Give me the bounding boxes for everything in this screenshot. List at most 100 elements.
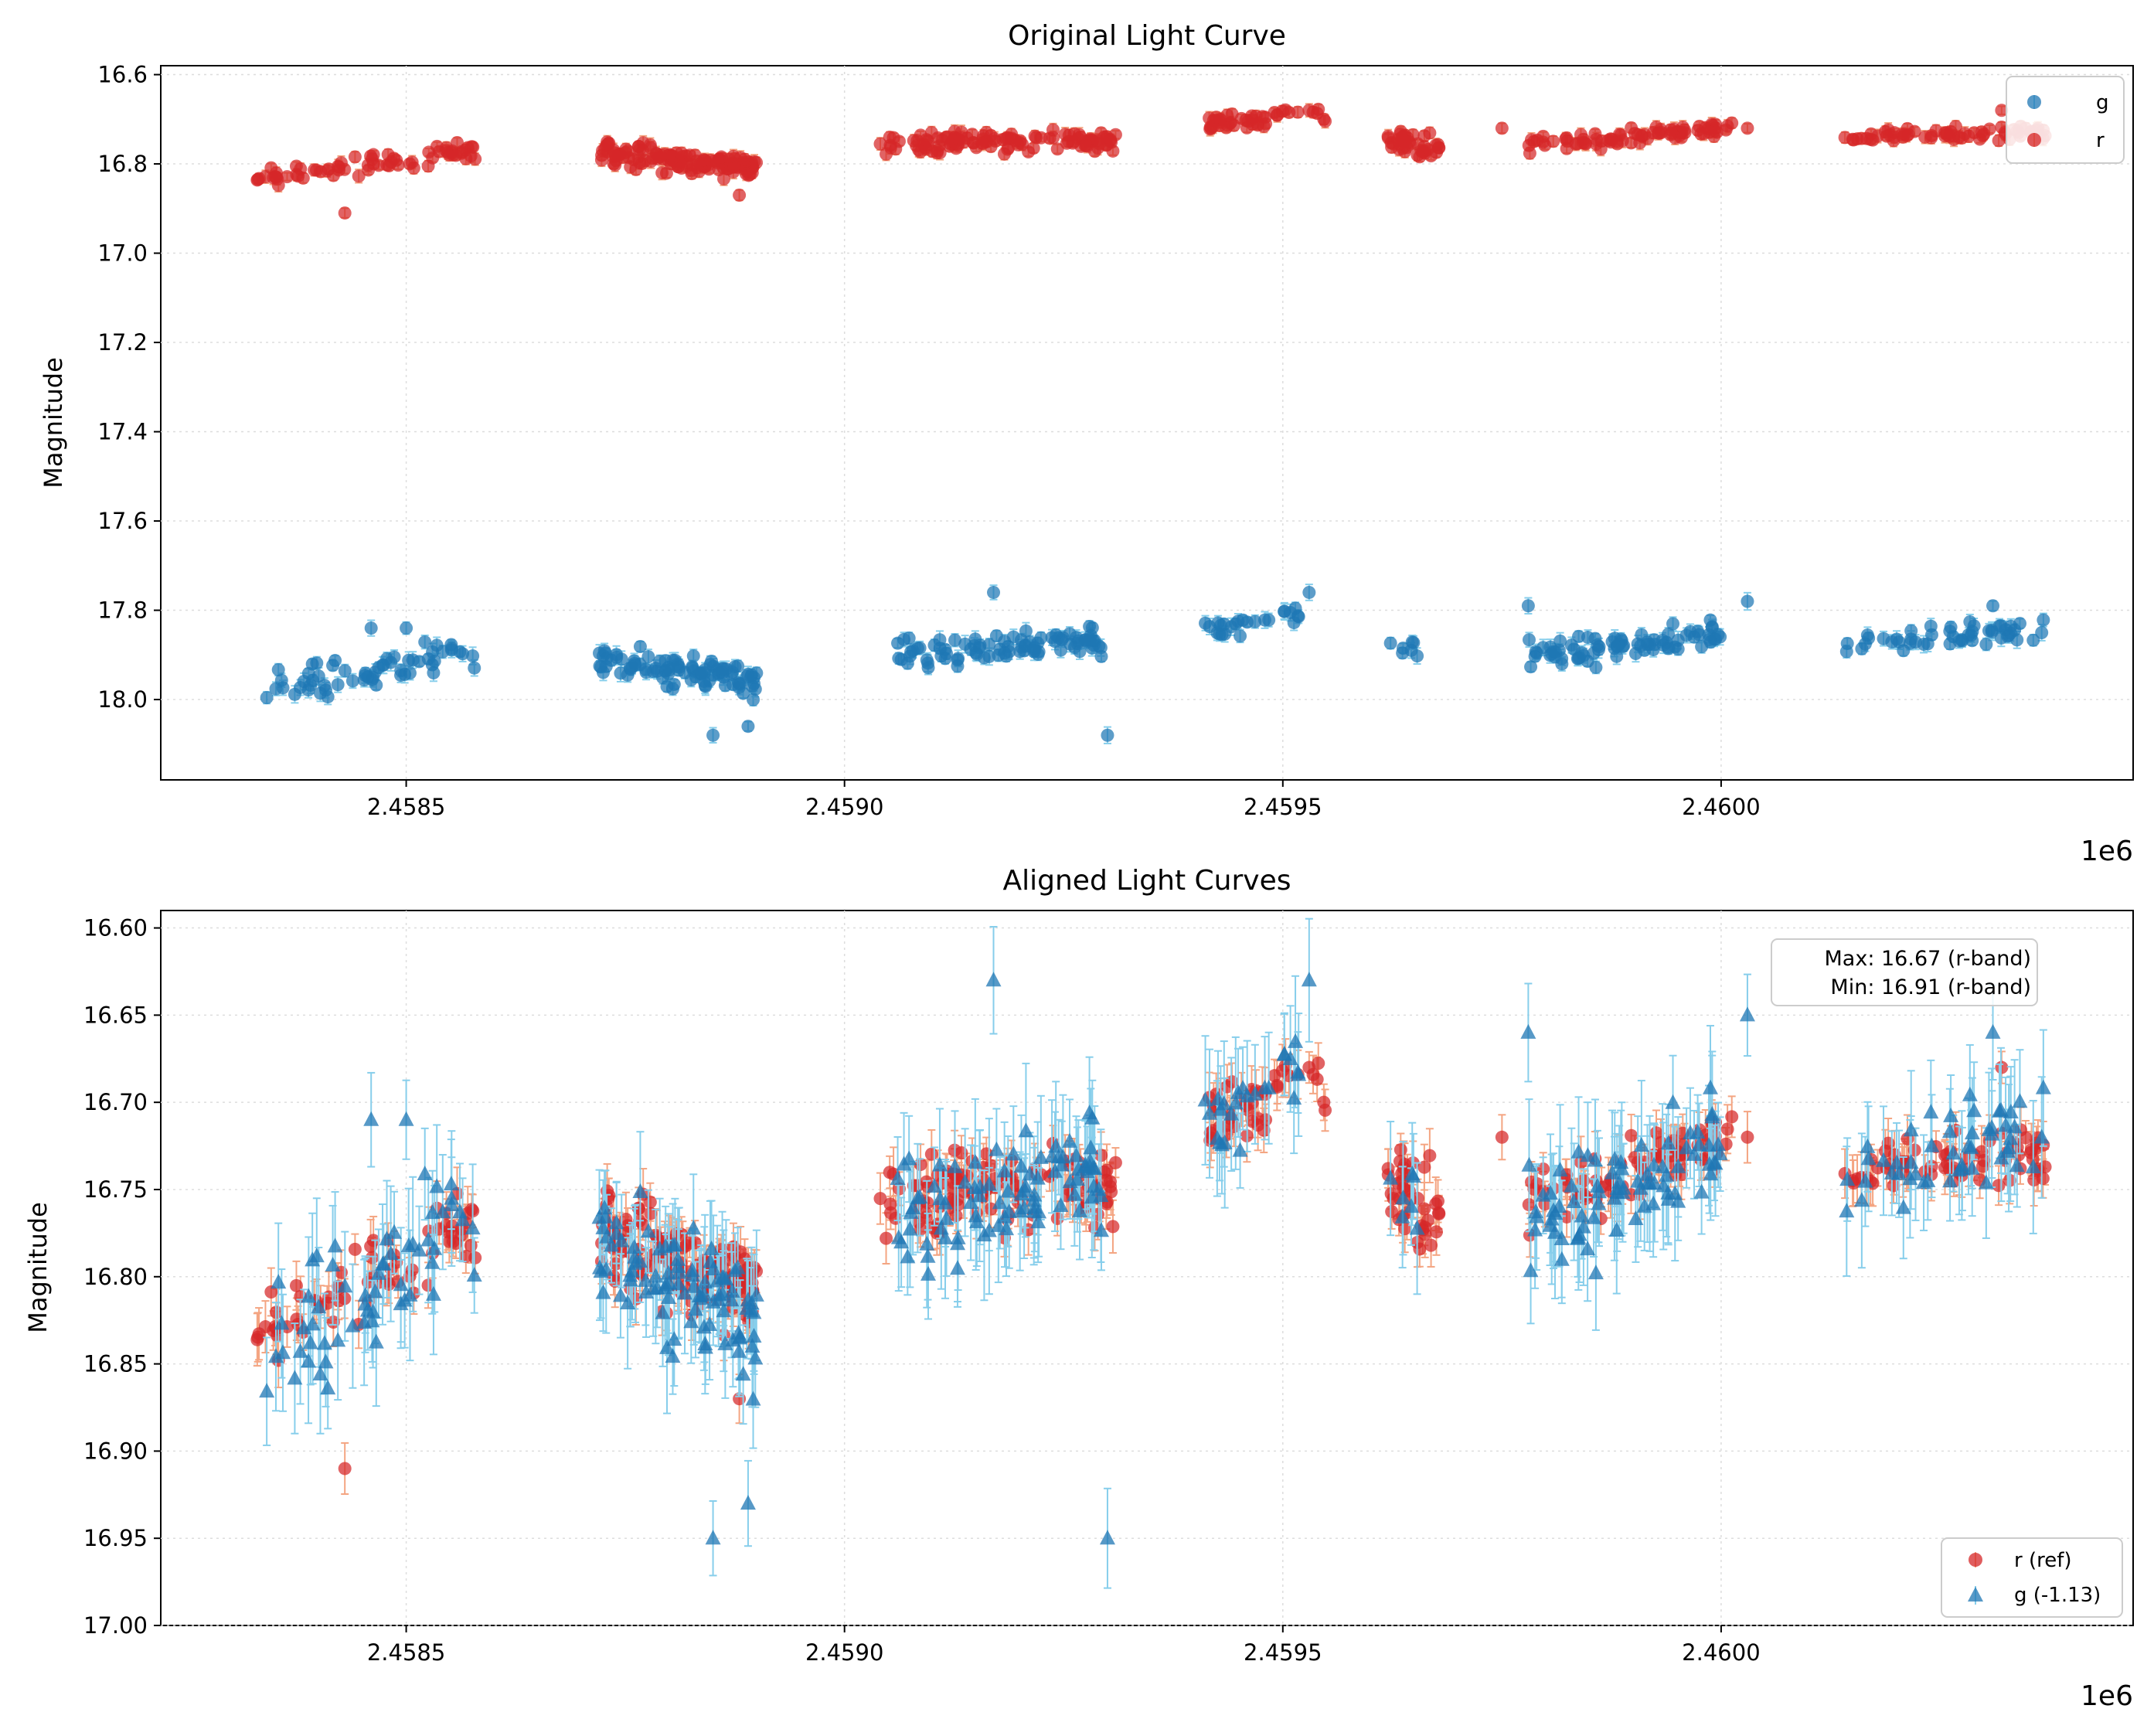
data-point	[1522, 138, 1536, 152]
data-point	[684, 673, 698, 687]
data-point	[716, 662, 730, 676]
data-point	[466, 649, 480, 663]
data-point	[459, 151, 473, 165]
y-tick-label: 16.6	[97, 62, 148, 88]
data-point	[1986, 599, 2000, 613]
data-point	[1050, 142, 1064, 156]
data-point	[1635, 628, 1649, 642]
data-point	[1666, 617, 1680, 631]
data-point	[1028, 644, 1042, 658]
data-point	[735, 157, 749, 171]
legend-r-label: r	[2096, 129, 2105, 152]
data-point	[636, 144, 650, 158]
data-point	[276, 681, 290, 695]
data-point	[920, 138, 934, 152]
data-point	[1725, 116, 1739, 130]
data-point	[306, 673, 320, 687]
x-tick-label: 2.4590	[805, 794, 883, 820]
data-point	[2003, 626, 2017, 640]
data-point	[1078, 138, 1092, 152]
data-point	[364, 621, 378, 635]
data-point	[984, 128, 998, 142]
aligned-light-curves-panel: 2.4585 2.4590 2.4595 2.460016.6016.6516.701…	[23, 865, 2134, 1712]
y-tick-label: 16.8	[97, 151, 148, 177]
data-point	[686, 661, 699, 675]
data-point	[1063, 627, 1077, 641]
data-point	[1687, 630, 1701, 644]
y-tick-label: 17.6	[97, 508, 148, 534]
data-point	[873, 137, 887, 151]
data-point	[1890, 632, 1904, 646]
data-point	[1049, 628, 1063, 642]
data-point	[886, 131, 900, 145]
data-point	[596, 665, 610, 679]
data-point	[1651, 126, 1665, 140]
data-point	[1703, 632, 1717, 646]
errorbars-r	[253, 103, 2050, 219]
data-point	[1067, 134, 1080, 148]
data-point	[1236, 613, 1250, 627]
data-point	[1904, 624, 1918, 638]
data-point	[1410, 649, 1424, 663]
data-point	[1240, 121, 1254, 134]
data-point	[1046, 131, 1060, 145]
data-point	[1741, 121, 1754, 135]
data-point	[1234, 629, 1247, 643]
data-point	[686, 649, 700, 663]
data-point	[1262, 613, 1276, 627]
data-point	[1628, 646, 1642, 660]
data-points	[250, 917, 2052, 1589]
data-point	[1530, 646, 1543, 660]
data-point	[933, 146, 947, 160]
data-point	[270, 166, 284, 180]
data-point	[1071, 634, 1085, 648]
data-point	[609, 149, 623, 163]
data-point	[1662, 627, 1676, 641]
data-point	[313, 686, 327, 700]
data-point	[1101, 728, 1114, 742]
data-point	[2037, 613, 2050, 627]
data-point	[1671, 633, 1685, 647]
data-point	[1638, 128, 1652, 141]
data-point	[1058, 128, 1072, 141]
original-light-curve-panel: 2.4585 2.4590 2.4595 2.4600 16.6 16.8 17.0 17.2…	[39, 20, 2134, 867]
data-point	[372, 158, 386, 172]
data-point	[987, 585, 1001, 599]
plot-frame	[160, 65, 2134, 781]
data-point	[727, 149, 740, 163]
data-point	[309, 163, 323, 177]
data-point	[655, 166, 669, 180]
axis-ticks: 2.4585 2.4590 2.4595 2.4600 16.6 16.8 17.0 17.2…	[97, 62, 1760, 820]
data-point	[468, 661, 482, 675]
errorbars-r	[253, 1038, 2050, 1496]
data-point	[1589, 132, 1603, 146]
data-point	[910, 139, 924, 153]
data-point	[1943, 625, 1957, 638]
data-point	[656, 152, 670, 166]
data-point	[948, 633, 962, 647]
errorbars-g	[263, 584, 2047, 744]
data-point	[741, 720, 755, 734]
data-point	[1028, 129, 1042, 143]
legend-g-label: g	[2096, 91, 2109, 114]
data-point	[733, 188, 747, 202]
data-point	[1862, 631, 1876, 645]
data-point	[1073, 645, 1087, 659]
y-tick-label: 17.0	[97, 240, 148, 267]
data-point	[326, 168, 340, 182]
legend-g-marker	[2027, 95, 2041, 109]
data-point	[731, 659, 745, 673]
data-point	[2026, 633, 2040, 647]
data-point	[1555, 657, 1569, 671]
markers-g	[260, 585, 2050, 742]
data-point	[449, 148, 463, 162]
data-point	[1846, 132, 1860, 146]
data-point	[310, 656, 324, 670]
data-point	[345, 674, 359, 688]
data-point	[1199, 616, 1213, 630]
data-point	[982, 638, 996, 652]
data-point	[294, 680, 308, 694]
y-axis-label: Magnitude	[39, 357, 68, 488]
data-point	[1560, 134, 1574, 148]
